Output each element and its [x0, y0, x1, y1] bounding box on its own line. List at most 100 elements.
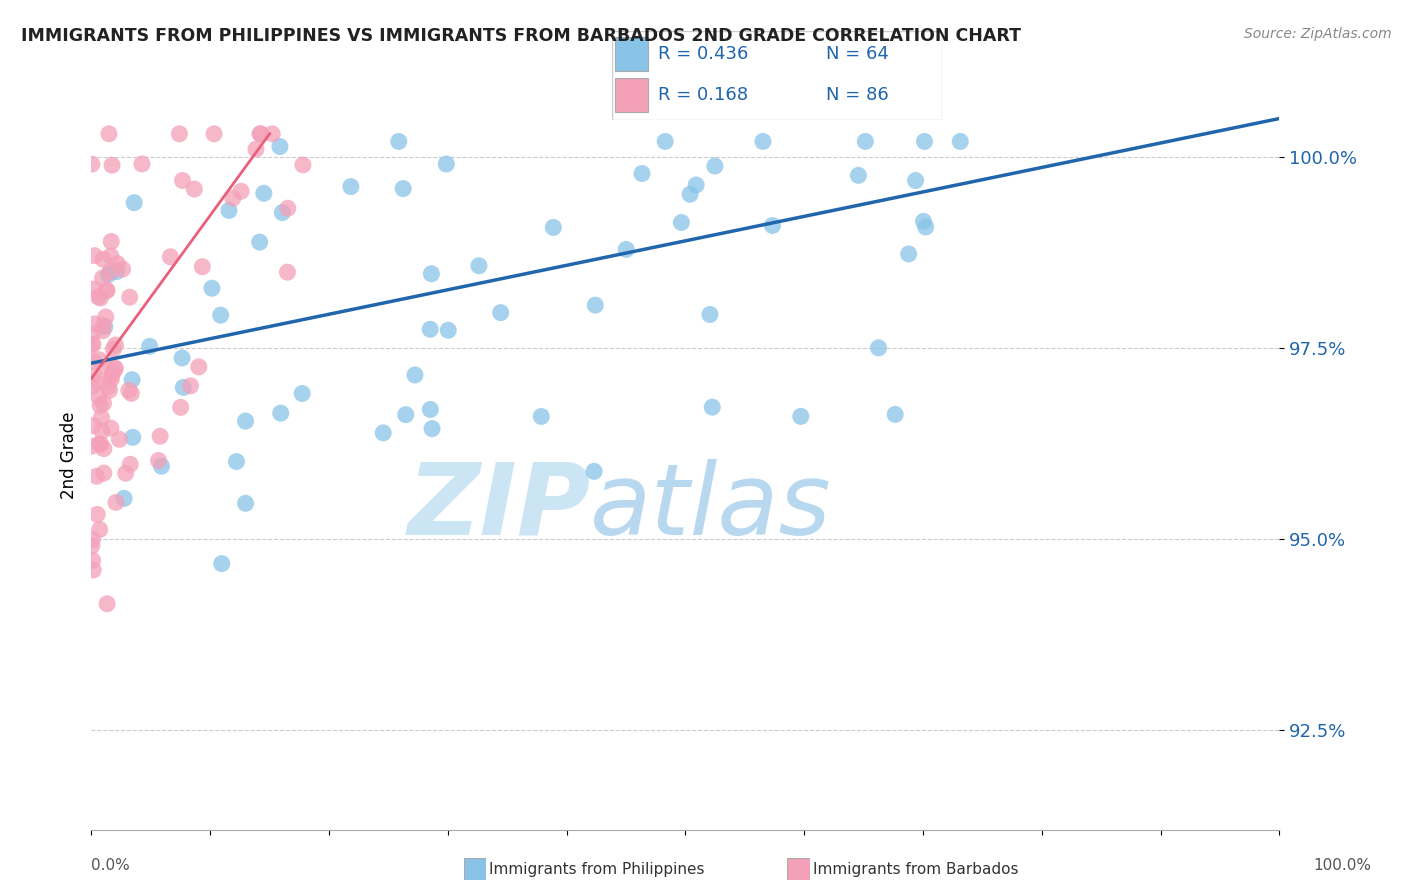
Text: ZIP: ZIP	[408, 458, 591, 556]
Point	[89, 437, 111, 451]
Point	[91, 318, 114, 333]
Point	[159, 250, 181, 264]
Point	[90, 410, 112, 425]
Point	[80, 338, 103, 352]
Point	[93, 396, 115, 410]
Bar	[614, 78, 648, 112]
Point	[245, 142, 267, 156]
Text: Immigrants from Barbados: Immigrants from Barbados	[813, 863, 1018, 877]
Point	[201, 281, 224, 295]
Point	[884, 408, 907, 422]
Point	[489, 305, 512, 319]
Point	[249, 235, 271, 249]
Point	[276, 265, 298, 279]
Point	[87, 290, 110, 304]
Point	[211, 557, 233, 571]
Point	[104, 362, 127, 376]
Point	[82, 327, 104, 342]
Point	[100, 369, 122, 384]
Point	[101, 158, 124, 172]
Point	[82, 337, 104, 351]
Point	[202, 127, 225, 141]
Point	[229, 184, 252, 198]
Point	[209, 308, 232, 322]
Point	[269, 139, 291, 153]
Point	[111, 262, 134, 277]
Point	[277, 201, 299, 215]
Point	[395, 408, 418, 422]
Point	[86, 469, 108, 483]
Y-axis label: 2nd Grade: 2nd Grade	[59, 411, 77, 499]
Point	[225, 454, 247, 468]
Point	[108, 433, 131, 447]
Point	[654, 135, 676, 149]
Text: R = 0.436: R = 0.436	[658, 45, 748, 63]
Point	[82, 553, 104, 567]
Text: atlas: atlas	[591, 458, 832, 556]
Point	[671, 215, 693, 229]
Point	[100, 249, 122, 263]
Point	[97, 379, 120, 393]
Point	[419, 322, 441, 336]
Point	[914, 135, 936, 149]
Point	[83, 368, 105, 383]
Point	[80, 157, 103, 171]
Point	[530, 409, 553, 424]
Point	[614, 243, 637, 257]
Point	[112, 491, 135, 506]
Point	[790, 409, 813, 424]
Point	[853, 135, 876, 149]
Point	[191, 260, 214, 274]
Point	[170, 351, 193, 365]
Point	[150, 459, 173, 474]
Point	[420, 267, 443, 281]
Point	[103, 342, 125, 356]
Point	[83, 249, 105, 263]
Point	[120, 386, 142, 401]
Point	[121, 430, 143, 444]
Point	[631, 167, 654, 181]
Point	[96, 283, 118, 297]
Point	[468, 259, 491, 273]
Point	[583, 464, 606, 478]
Point	[149, 429, 172, 443]
Point	[105, 264, 128, 278]
Point	[82, 418, 104, 433]
Point	[848, 169, 870, 183]
Point	[82, 379, 104, 393]
Text: 0.0%: 0.0%	[91, 858, 131, 872]
Point	[703, 159, 725, 173]
Point	[86, 508, 108, 522]
Point	[94, 319, 117, 334]
Point	[912, 214, 935, 228]
Point	[583, 298, 606, 312]
Point	[104, 361, 127, 376]
Point	[98, 127, 121, 141]
Point	[89, 352, 111, 367]
Point	[138, 339, 160, 353]
Point	[96, 361, 118, 376]
Point	[235, 414, 257, 428]
Point	[100, 235, 122, 249]
Point	[101, 366, 124, 380]
Text: N = 86: N = 86	[827, 86, 889, 103]
Point	[218, 203, 240, 218]
Point	[437, 323, 460, 337]
Point	[148, 453, 170, 467]
Point	[120, 458, 142, 472]
Text: IMMIGRANTS FROM PHILIPPINES VS IMMIGRANTS FROM BARBADOS 2ND GRADE CORRELATION CH: IMMIGRANTS FROM PHILIPPINES VS IMMIGRANT…	[21, 27, 1021, 45]
Point	[373, 425, 395, 440]
Point	[183, 182, 205, 196]
Point	[87, 390, 110, 404]
Point	[82, 354, 104, 368]
Point	[91, 252, 114, 267]
Point	[253, 186, 276, 201]
Text: Immigrants from Philippines: Immigrants from Philippines	[489, 863, 704, 877]
Point	[89, 523, 111, 537]
Point	[868, 341, 890, 355]
Point	[543, 220, 565, 235]
Point	[752, 135, 775, 149]
Point	[93, 442, 115, 456]
Point	[172, 380, 194, 394]
Point	[82, 439, 104, 453]
